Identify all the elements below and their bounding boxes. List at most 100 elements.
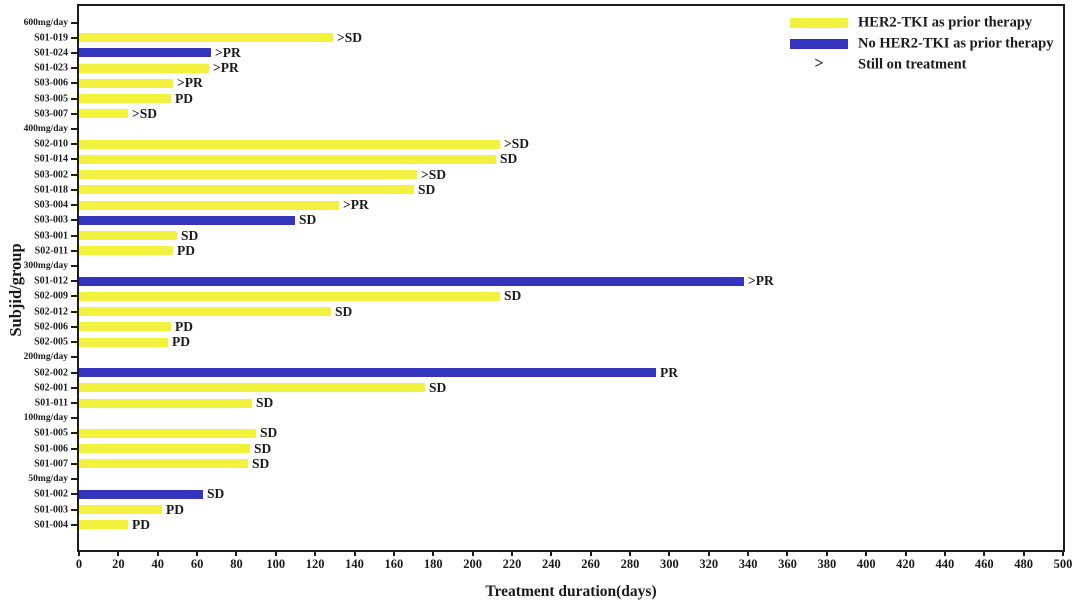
duration-bar-S01-023 bbox=[79, 63, 209, 73]
y-tick bbox=[71, 188, 77, 191]
y-tick bbox=[71, 51, 77, 54]
duration-bar-S03-005 bbox=[79, 94, 171, 104]
x-tick bbox=[747, 550, 750, 556]
y-tick bbox=[71, 417, 77, 420]
subject-tick-label: S03-005 bbox=[34, 93, 68, 105]
x-tick bbox=[904, 550, 907, 556]
y-tick bbox=[71, 508, 77, 511]
duration-bar-S03-002 bbox=[79, 170, 417, 180]
response-annotation-S01-006: SD bbox=[254, 440, 272, 456]
x-tick-label: 40 bbox=[151, 557, 164, 571]
response-annotation-S01-007: SD bbox=[252, 455, 270, 471]
subject-tick-label: S02-011 bbox=[34, 245, 68, 257]
response-annotation-S02-009: SD bbox=[504, 288, 522, 304]
y-tick bbox=[71, 462, 77, 465]
x-tick-label: 20 bbox=[112, 557, 125, 571]
x-tick bbox=[510, 550, 513, 556]
subject-tick-label: S01-012 bbox=[34, 275, 68, 287]
response-annotation-S02-011: PD bbox=[177, 242, 195, 258]
response-annotation-S02-001: SD bbox=[429, 379, 447, 395]
y-tick bbox=[71, 371, 77, 374]
y-tick bbox=[71, 447, 77, 450]
response-annotation-S02-012: SD bbox=[335, 303, 353, 319]
group-tick-label: 300mg/day bbox=[23, 261, 68, 272]
group-tick-label: 200mg/day bbox=[23, 352, 68, 363]
x-tick bbox=[629, 550, 632, 556]
y-tick bbox=[71, 234, 77, 237]
x-tick bbox=[550, 550, 553, 556]
x-tick bbox=[786, 550, 789, 556]
x-tick-label: 160 bbox=[384, 557, 404, 571]
group-tick-label: 400mg/day bbox=[23, 124, 68, 135]
response-annotation-S03-002: >SD bbox=[421, 166, 446, 182]
x-tick bbox=[1022, 550, 1025, 556]
subject-tick-label: S01-003 bbox=[34, 504, 68, 516]
subject-tick-label: S02-001 bbox=[34, 382, 68, 394]
x-tick bbox=[707, 550, 710, 556]
duration-bar-S02-001 bbox=[79, 383, 425, 393]
x-tick bbox=[668, 550, 671, 556]
response-annotation-S03-007: >SD bbox=[132, 105, 157, 121]
subject-tick-label: S03-001 bbox=[34, 230, 68, 242]
x-tick-label: 360 bbox=[778, 557, 797, 571]
duration-bar-S01-005 bbox=[79, 428, 256, 438]
group-tick-label: 100mg/day bbox=[23, 413, 68, 424]
x-tick-label: 280 bbox=[620, 557, 640, 571]
duration-bar-S01-012 bbox=[79, 276, 744, 286]
x-tick bbox=[117, 550, 120, 556]
x-tick-label: 200 bbox=[463, 557, 482, 571]
x-tick bbox=[432, 550, 435, 556]
subject-tick-label: S01-007 bbox=[34, 458, 68, 470]
duration-bar-S01-024 bbox=[79, 48, 211, 58]
duration-bar-S03-007 bbox=[79, 109, 128, 119]
x-tick bbox=[471, 550, 474, 556]
x-tick-label: 320 bbox=[699, 557, 719, 571]
greater-than-icon: > bbox=[814, 55, 824, 73]
duration-bar-S02-011 bbox=[79, 246, 173, 256]
y-tick bbox=[71, 67, 77, 70]
response-annotation-S02-010: >SD bbox=[504, 136, 529, 152]
x-tick-label: 80 bbox=[230, 557, 243, 571]
group-tick-label: 50mg/day bbox=[28, 474, 68, 485]
response-annotation-S02-005: PD bbox=[172, 334, 190, 350]
plot-area: >SD >PR >PR >PR PD >SD >SD SD >SD SD >PR SD SD PD >PR S… bbox=[77, 4, 1065, 552]
duration-bar-S03-006 bbox=[79, 78, 173, 88]
subject-tick-label: S02-005 bbox=[34, 336, 68, 348]
duration-bar-S01-018 bbox=[79, 185, 414, 195]
subject-tick-label: S03-002 bbox=[34, 169, 68, 181]
y-tick bbox=[71, 386, 77, 389]
subject-tick-label: S02-002 bbox=[34, 367, 68, 379]
x-tick-label: 400 bbox=[856, 557, 876, 571]
legend-label: Still on treatment bbox=[858, 56, 967, 73]
response-annotation-S03-003: SD bbox=[299, 212, 317, 228]
duration-bar-S02-009 bbox=[79, 291, 500, 301]
response-annotation-S01-004: PD bbox=[132, 516, 150, 532]
y-tick bbox=[71, 478, 77, 481]
response-annotation-S01-003: PD bbox=[166, 501, 184, 517]
y-tick bbox=[71, 173, 77, 176]
y-tick bbox=[71, 280, 77, 283]
duration-bar-S02-002 bbox=[79, 368, 656, 378]
x-tick bbox=[235, 550, 238, 556]
y-tick bbox=[71, 310, 77, 313]
subject-tick-label: S01-002 bbox=[34, 488, 68, 500]
response-annotation-S03-006: >PR bbox=[177, 75, 203, 91]
duration-bar-S02-005 bbox=[79, 337, 168, 347]
x-tick bbox=[156, 550, 159, 556]
y-tick bbox=[71, 402, 77, 404]
legend-label: HER2-TKI as prior therapy bbox=[858, 14, 1033, 31]
x-tick-label: 480 bbox=[1014, 557, 1033, 571]
y-tick bbox=[71, 356, 77, 359]
x-tick bbox=[943, 550, 946, 556]
subject-tick-label: S03-006 bbox=[34, 77, 68, 89]
subject-tick-label: S02-012 bbox=[34, 306, 68, 318]
group-tick-label: 600mg/day bbox=[23, 17, 68, 28]
response-annotation-S03-005: PD bbox=[175, 90, 193, 106]
x-tick-label: 120 bbox=[305, 557, 325, 571]
duration-bar-S02-010 bbox=[79, 139, 500, 149]
response-annotation-S01-011: SD bbox=[256, 395, 274, 410]
subject-tick-label: S03-004 bbox=[34, 199, 68, 211]
blue-swatch bbox=[790, 39, 848, 49]
response-annotation-S01-023: >PR bbox=[213, 60, 239, 76]
subject-tick-label: S01-014 bbox=[34, 153, 68, 165]
